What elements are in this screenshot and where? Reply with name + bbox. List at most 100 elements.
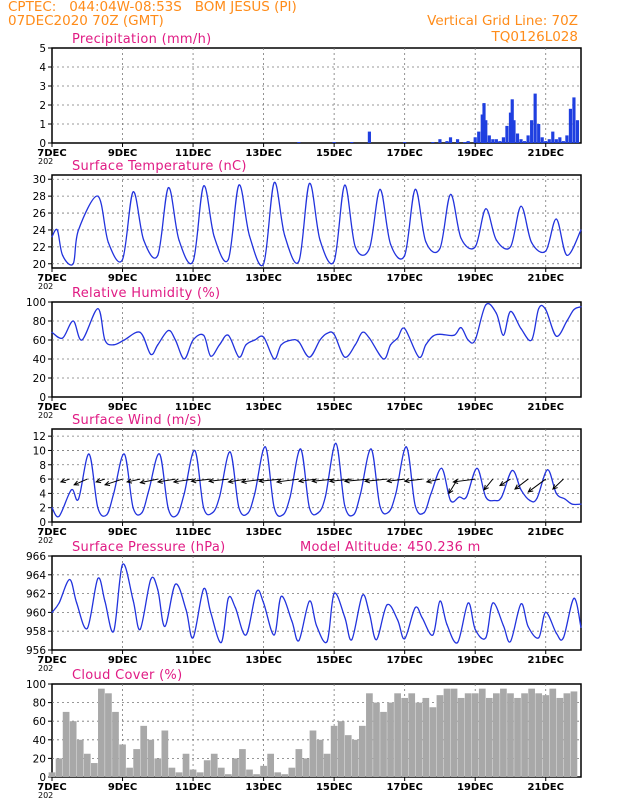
wind-point	[485, 496, 487, 498]
precip-panel	[48, 47, 582, 147]
wind-point	[141, 512, 143, 514]
cloud-bar	[288, 767, 296, 777]
wind-arrow	[228, 478, 247, 483]
wind-arrow-head	[499, 481, 506, 487]
wind-arrow	[96, 478, 106, 483]
cloud-ytick-label: 80	[33, 698, 46, 710]
wind-point	[238, 507, 240, 509]
humidity-ytick-label: 40	[33, 354, 46, 366]
model-code: TQ0126L028	[491, 29, 578, 45]
wind-ytick-label: 2	[39, 503, 46, 515]
humidity-xtick-label: 7DEC	[37, 402, 66, 413]
cloud-xtick-label: 19DEC	[457, 782, 493, 793]
wind-arrow-head	[328, 478, 335, 484]
wind-arrow	[404, 478, 423, 482]
wind-point	[359, 492, 362, 494]
cloud-bar	[133, 749, 140, 777]
wind-point	[458, 496, 460, 498]
precip-bar	[537, 124, 541, 143]
temperature-ytick-label: 22	[33, 242, 46, 254]
cloud-bar	[182, 753, 190, 777]
cloud-bar	[203, 760, 211, 777]
wind-point	[370, 448, 372, 450]
cloud-bar	[281, 774, 289, 777]
precip-bar	[565, 135, 569, 143]
pressure-frame	[51, 555, 582, 651]
pressure-point	[421, 617, 423, 619]
wind-arrow-head	[403, 478, 410, 484]
wind-point	[51, 507, 53, 509]
wind-arrow-head	[139, 479, 146, 485]
humidity-point	[273, 358, 275, 360]
wind-point	[106, 514, 108, 516]
cloud-bar	[90, 763, 98, 777]
wind-point	[229, 451, 231, 453]
cloud-ytick-label: 0	[39, 772, 46, 784]
wind-arrow	[126, 478, 141, 483]
pressure-point	[555, 632, 557, 634]
humidity-point	[183, 358, 185, 360]
precip-bar	[515, 133, 520, 143]
cloud-xtick-label: 13DEC	[245, 782, 281, 793]
pressure-year-label: 202	[38, 664, 53, 673]
humidity-point	[280, 344, 282, 346]
precip-bar	[526, 135, 530, 143]
precip-bar	[491, 139, 495, 143]
wind-arrow-head	[527, 487, 534, 493]
precip-bar	[448, 137, 453, 143]
cloud-bar	[373, 702, 380, 777]
wind-xtick-label: 9DEC	[108, 527, 137, 538]
precip-ytick-label: 1	[39, 119, 46, 131]
precip-bar	[512, 120, 516, 143]
humidity-point	[218, 344, 221, 346]
wind-point	[183, 492, 185, 494]
temperature-point	[319, 239, 321, 241]
pressure-point	[527, 625, 529, 628]
wind-point	[158, 453, 161, 455]
precip-xtick-label: 17DEC	[386, 148, 422, 159]
precip-xtick-label: 15DEC	[316, 148, 352, 159]
pressure-point	[467, 602, 469, 604]
cloud-bar	[69, 721, 77, 777]
pressure-point	[150, 578, 152, 581]
humidity-xtick-label: 11DEC	[175, 402, 211, 413]
humidity-point	[580, 306, 582, 308]
cloud-bar	[401, 697, 409, 777]
precip-bar	[510, 99, 514, 143]
humidity-ytick-label: 20	[33, 373, 46, 385]
pressure-point	[492, 602, 494, 604]
humidity-point	[432, 335, 434, 337]
humidity-point	[97, 308, 99, 310]
cloud-bar	[450, 688, 458, 777]
cloud-bar	[387, 702, 394, 777]
humidity-point	[397, 337, 399, 339]
precip-bar	[501, 137, 506, 143]
wind-point	[264, 446, 266, 448]
precip-xtick-label: 9DEC	[108, 148, 137, 159]
cloud-bar	[295, 749, 303, 777]
humidity-point	[333, 333, 335, 335]
wind-point	[430, 492, 432, 494]
temperature-ytick-label: 28	[33, 191, 46, 203]
pressure-point	[520, 603, 522, 605]
cloud-bar	[323, 753, 331, 777]
wind-arrow	[527, 478, 547, 493]
wind-arrow-head	[452, 478, 459, 484]
precip-frame	[51, 47, 582, 144]
temperature-point	[213, 236, 215, 238]
cloud-bar	[253, 774, 260, 777]
pressure-point	[132, 599, 134, 601]
wind-arrow	[191, 478, 211, 482]
cloud-bar	[478, 688, 486, 777]
cloud-bar	[429, 707, 437, 777]
temperature-point	[379, 188, 381, 190]
cloud-bar	[464, 693, 472, 777]
pressure-point	[562, 637, 564, 639]
wind-arrow-head	[172, 478, 179, 484]
humidity-point	[192, 339, 194, 341]
cloud-bar	[535, 693, 543, 777]
precip-bar	[480, 114, 484, 143]
temperature-point	[121, 258, 124, 261]
wind-point	[571, 503, 573, 505]
wind-arrow-head	[386, 478, 393, 484]
